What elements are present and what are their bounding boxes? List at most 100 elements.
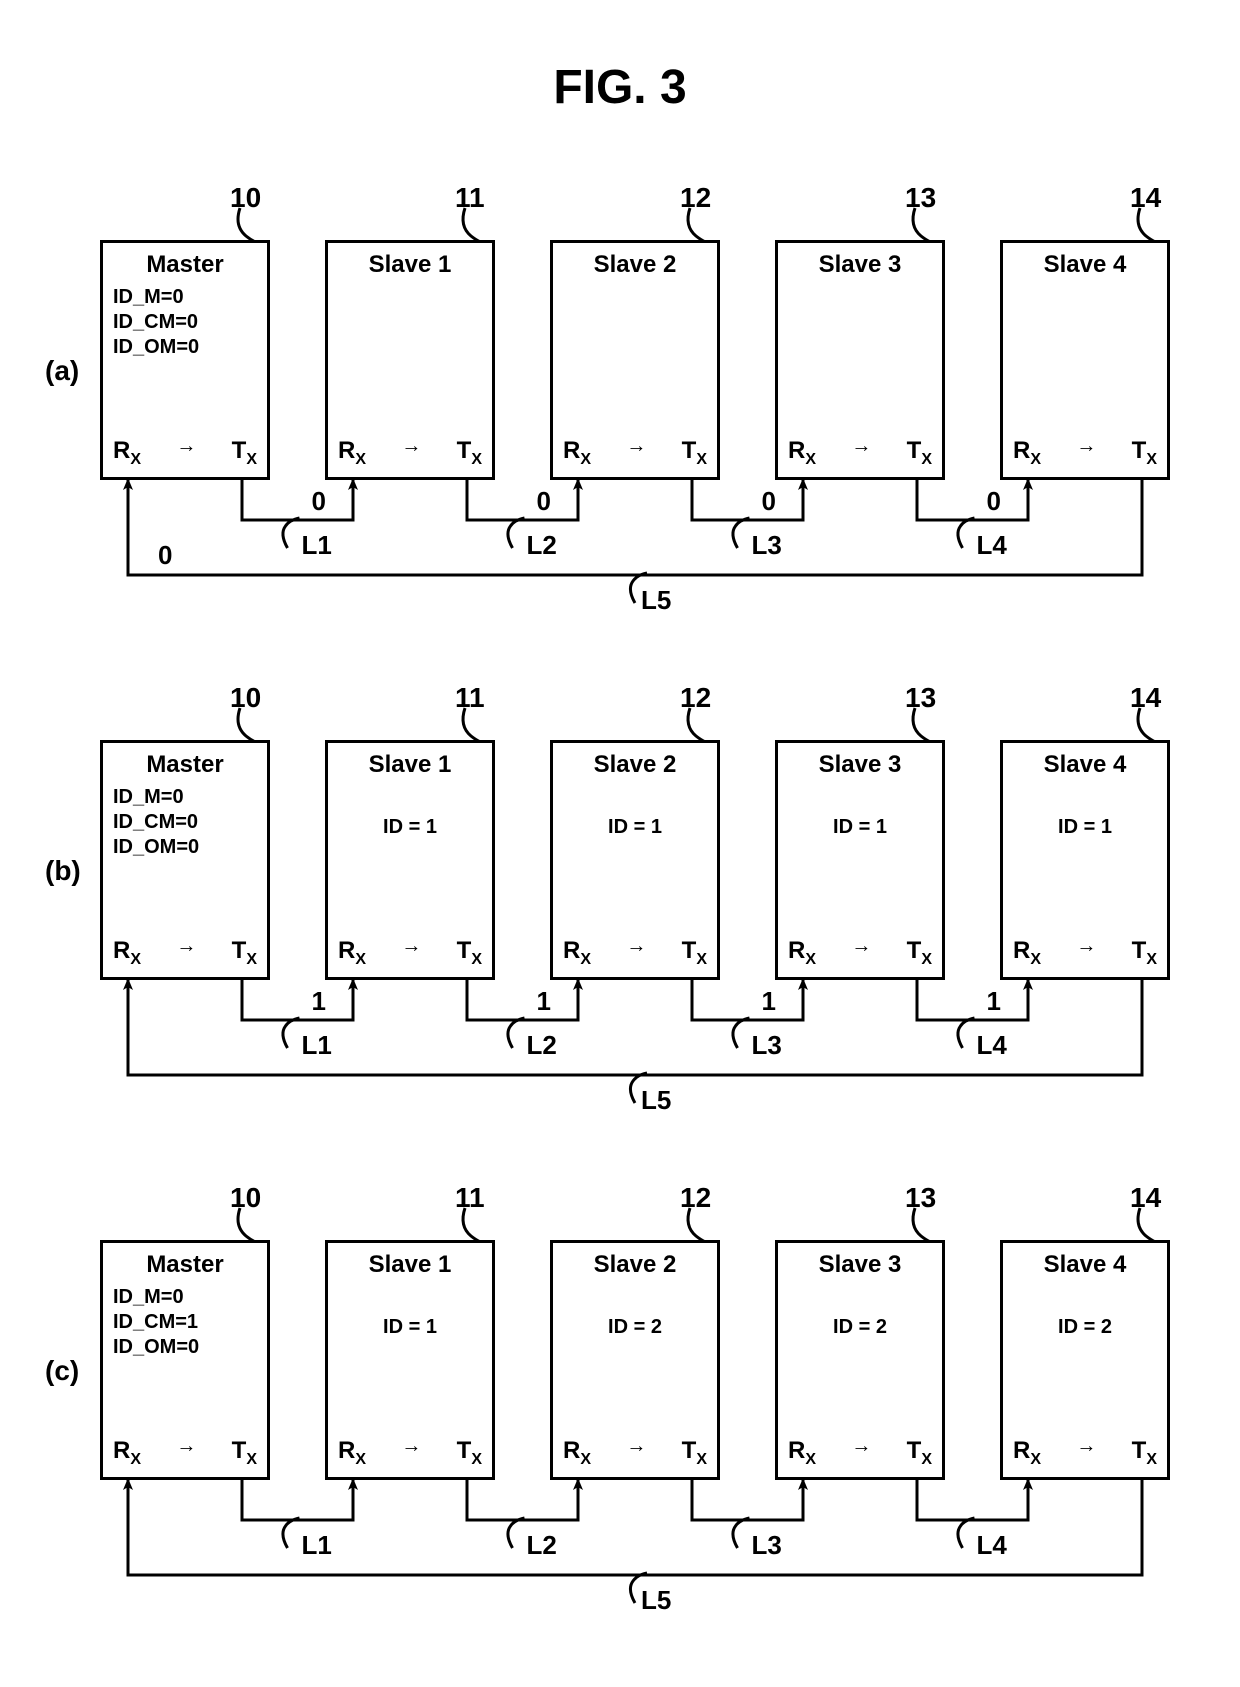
tx-port: TX: [232, 937, 257, 969]
slave-node-2: Slave 2RX→TX: [550, 240, 720, 480]
rx-port: RX: [1013, 1437, 1041, 1469]
port-arrow-icon: →: [176, 1435, 196, 1467]
node-title: Slave 3: [784, 251, 936, 279]
ref-number: 12: [680, 182, 711, 214]
slave-node-3: Slave 3ID = 2RX→TX: [775, 1240, 945, 1480]
node-title: Slave 3: [784, 751, 936, 779]
node-title: Slave 2: [559, 751, 711, 779]
slave-node-2: Slave 2ID = 2RX→TX: [550, 1240, 720, 1480]
tx-port: TX: [907, 937, 932, 969]
panel-label: (a): [45, 355, 79, 387]
tx-port: TX: [457, 437, 482, 469]
link-label: L3: [752, 530, 782, 561]
node-title: Slave 1: [334, 1251, 486, 1279]
ref-number: 12: [680, 682, 711, 714]
link-label: L4: [977, 530, 1007, 561]
panel-c: (c) MasterID_M=0 ID_CM=1 ID_OM=0RX→TX10S…: [80, 1180, 1180, 1620]
link-value: 0: [312, 486, 326, 517]
node-body: ID = 1: [559, 785, 711, 885]
panel-label: (b): [45, 855, 81, 887]
node-ports: RX→TX: [328, 437, 492, 469]
ref-number: 13: [905, 682, 936, 714]
panel-label: (c): [45, 1355, 79, 1387]
node-ports: RX→TX: [1003, 937, 1167, 969]
node-body: [784, 285, 936, 385]
port-arrow-icon: →: [851, 1435, 871, 1467]
node-ports: RX→TX: [103, 437, 267, 469]
port-arrow-icon: →: [851, 435, 871, 467]
master-node: MasterID_M=0 ID_CM=0 ID_OM=0RX→TX: [100, 740, 270, 980]
node-title: Slave 3: [784, 1251, 936, 1279]
slave-node-4: Slave 4RX→TX: [1000, 240, 1170, 480]
tx-port: TX: [1132, 437, 1157, 469]
node-ports: RX→TX: [1003, 1437, 1167, 1469]
ref-number: 14: [1130, 1182, 1161, 1214]
port-arrow-icon: →: [1076, 935, 1096, 967]
port-arrow-icon: →: [401, 1435, 421, 1467]
node-ports: RX → TX: [553, 1437, 717, 1469]
rx-port: RX: [113, 1437, 141, 1469]
slave-node-4: Slave 4ID = 1RX→TX: [1000, 740, 1170, 980]
rx-port: RX: [563, 1437, 591, 1469]
link-label: L5: [641, 1585, 671, 1616]
page: FIG. 3 (a) MasterID_M=0 ID_CM=0 ID_OM=0R…: [0, 0, 1240, 1687]
slave-node-2: Slave 2 ID = 1 RX→TX: [550, 740, 720, 980]
node-body: ID = 1: [784, 785, 936, 885]
tx-port: TX: [1132, 1437, 1157, 1469]
link-label: L3: [752, 1030, 782, 1061]
panel-b: (b) MasterID_M=0 ID_CM=0 ID_OM=0RX→TX10S…: [80, 680, 1180, 1120]
node-title: Slave 4: [1009, 1251, 1161, 1279]
node-body: ID = 1: [334, 785, 486, 885]
node-body: ID = 2: [1009, 1285, 1161, 1385]
node-title: Slave 1: [334, 251, 486, 279]
master-node: MasterID_M=0 ID_CM=1 ID_OM=0RX→TX: [100, 1240, 270, 1480]
link-label: L4: [977, 1530, 1007, 1561]
tx-port: TX: [457, 1437, 482, 1469]
ref-number: 11: [455, 182, 485, 214]
node-body: ID_M=0 ID_CM=0 ID_OM=0: [109, 785, 261, 885]
node-title: Slave 4: [1009, 751, 1161, 779]
node-ports: RX→TX: [103, 937, 267, 969]
node-title: Slave 4: [1009, 251, 1161, 279]
node-ports: RX→TX: [553, 437, 717, 469]
rx-port: RX: [788, 1437, 816, 1469]
rx-port: RX: [338, 937, 366, 969]
ref-number: 12: [680, 1182, 711, 1214]
node-ports: RX→TX: [553, 937, 717, 969]
slave-node-3: Slave 3ID = 1RX→TX: [775, 740, 945, 980]
node-ports: RX→TX: [103, 1437, 267, 1469]
node-body: [334, 285, 486, 385]
node-title: Master: [109, 1251, 261, 1279]
link-value: 0: [537, 486, 551, 517]
link-value: 0: [762, 486, 776, 517]
link-value: 0: [987, 486, 1001, 517]
rx-port: RX: [1013, 437, 1041, 469]
port-arrow-icon: →: [176, 435, 196, 467]
rx-port: RX: [113, 437, 141, 469]
rx-port: RX: [788, 437, 816, 469]
node-ports: RX → TX: [778, 437, 942, 469]
tx-port: TX: [457, 937, 482, 969]
port-arrow-icon: →: [626, 935, 646, 967]
port-arrow-icon: →: [401, 435, 421, 467]
rx-port: RX: [788, 937, 816, 969]
ref-number: 11: [455, 1182, 485, 1214]
ref-number: 13: [905, 182, 936, 214]
link-label: L2: [527, 1030, 557, 1061]
node-body: [559, 285, 711, 385]
link-label: L2: [527, 530, 557, 561]
tx-port: TX: [1132, 937, 1157, 969]
port-arrow-icon: →: [626, 435, 646, 467]
slave-node-4: Slave 4 ID = 2 RX→TX: [1000, 1240, 1170, 1480]
ref-number: 14: [1130, 682, 1161, 714]
port-arrow-icon: →: [626, 1435, 646, 1467]
link-label: L5: [641, 585, 671, 616]
link-label: L1: [302, 1030, 332, 1061]
ref-number: 11: [455, 682, 485, 714]
tx-port: TX: [682, 1437, 707, 1469]
node-ports: RX→TX: [328, 1437, 492, 1469]
link-label: L1: [302, 530, 332, 561]
link-value: 1: [537, 986, 551, 1017]
tx-port: TX: [907, 437, 932, 469]
ref-number: 10: [230, 1182, 261, 1214]
